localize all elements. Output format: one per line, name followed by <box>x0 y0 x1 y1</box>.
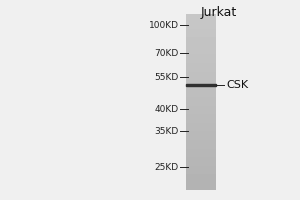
Text: 55KD: 55KD <box>154 72 178 82</box>
Text: Jurkat: Jurkat <box>201 6 237 19</box>
Text: CSK: CSK <box>226 80 249 90</box>
Text: 100KD: 100KD <box>148 21 178 29</box>
Text: 35KD: 35KD <box>154 127 178 136</box>
Bar <box>186 84 216 86</box>
Text: 40KD: 40KD <box>154 104 178 114</box>
Text: 70KD: 70KD <box>154 48 178 58</box>
Text: 25KD: 25KD <box>154 162 178 171</box>
